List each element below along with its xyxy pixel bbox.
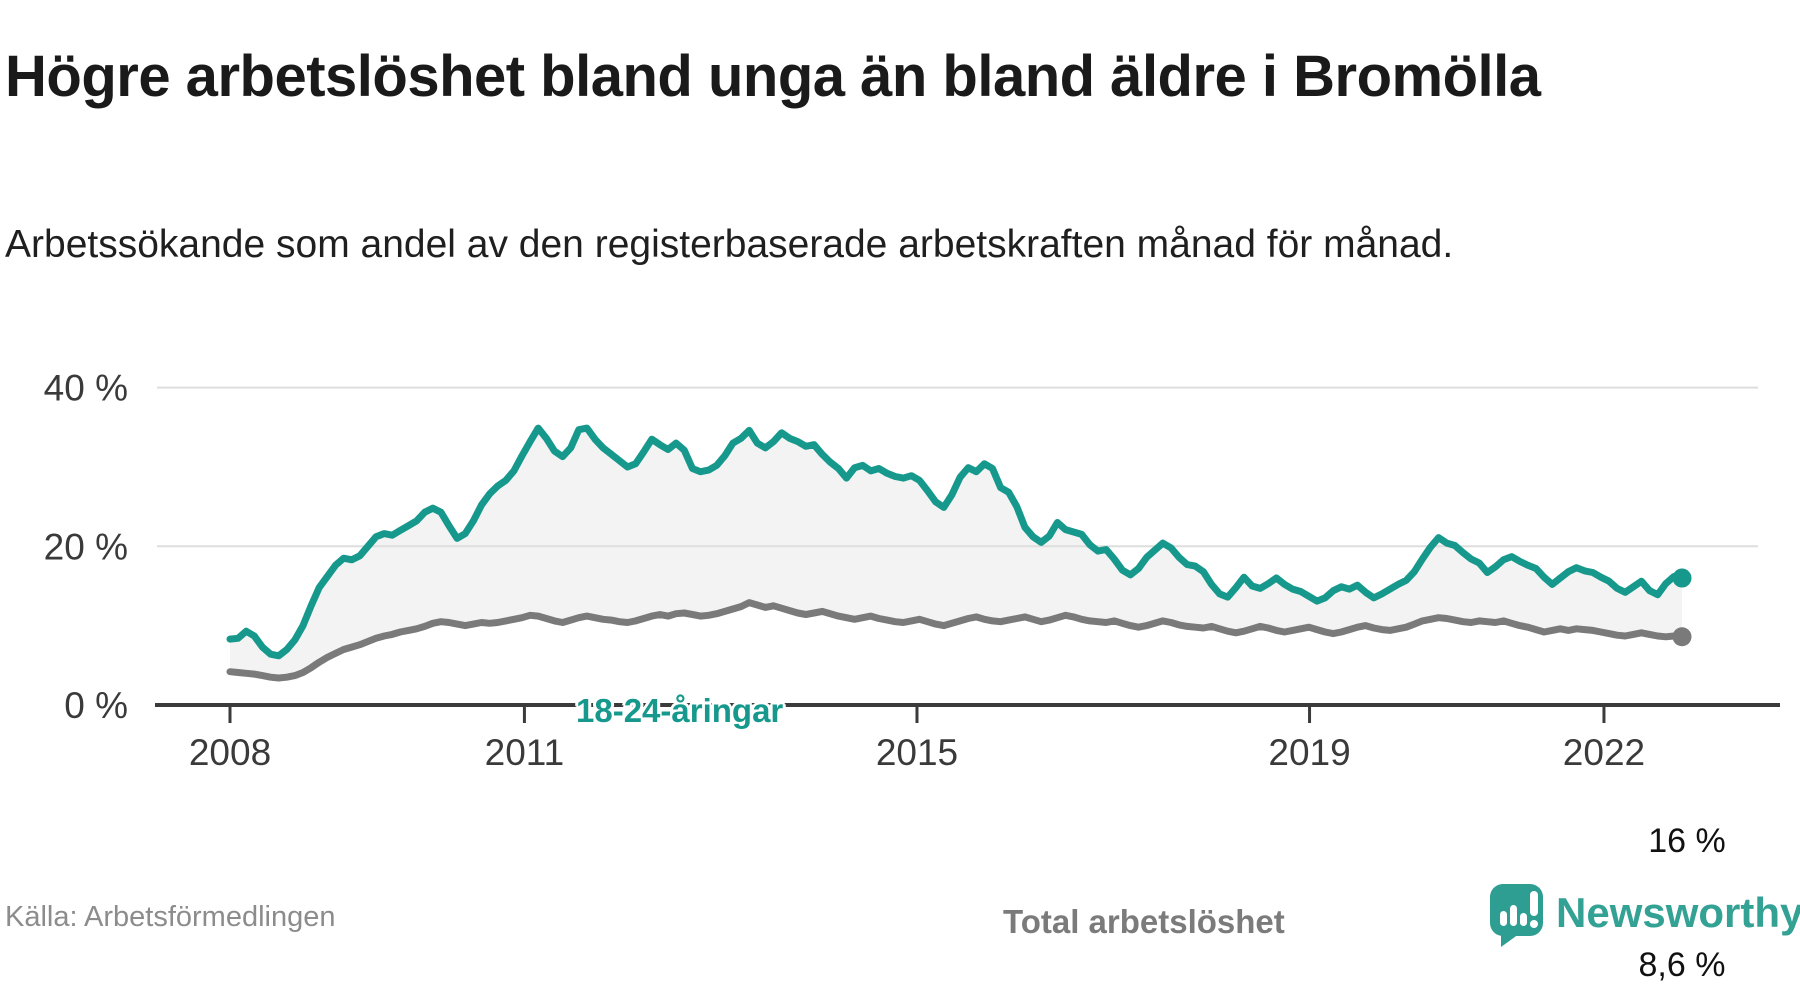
line-youth — [226, 424, 1686, 660]
end-dot-total — [1672, 627, 1692, 647]
end-value-youth: 16 % — [1648, 822, 1726, 860]
x-tick-label-2015: 2015 — [876, 732, 958, 773]
x-tick-label-2008: 2008 — [189, 732, 271, 773]
y-tick-label-40: 40 % — [44, 368, 128, 409]
series-label-total: Total arbetslöshet — [1003, 903, 1285, 940]
y-tick-label-0: 0 % — [64, 685, 128, 726]
newsworthy-logo: Newsworthy — [1490, 884, 1800, 947]
chart-area: 2008 2011 2015 2019 2022 40 % 20 % 0 % 18-24-år… — [0, 300, 1800, 984]
y-tick-label-20: 20 % — [44, 526, 128, 567]
x-tick-label-2022: 2022 — [1563, 732, 1645, 773]
chart-svg: 2008 2011 2015 2019 2022 40 % 20 % 0 % — [44, 368, 1780, 773]
source-note: Källa: Arbetsförmedlingen — [5, 901, 336, 933]
series-label-youth: 18-24-åringar — [576, 692, 784, 729]
x-tick-label-2019: 2019 — [1268, 732, 1350, 773]
end-dot-youth — [1672, 568, 1692, 588]
newsworthy-wordmark: Newsworthy — [1556, 889, 1800, 936]
end-value-total: 8,6 % — [1638, 946, 1726, 984]
line-total — [226, 599, 1686, 682]
page-subtitle: Arbetssökande som andel av den registerb… — [5, 223, 1454, 266]
newsworthy-bubble-icon — [1490, 884, 1543, 947]
x-tick-label-2011: 2011 — [485, 732, 565, 773]
page-title: Högre arbetslöshet bland unga än bland ä… — [5, 43, 1541, 109]
